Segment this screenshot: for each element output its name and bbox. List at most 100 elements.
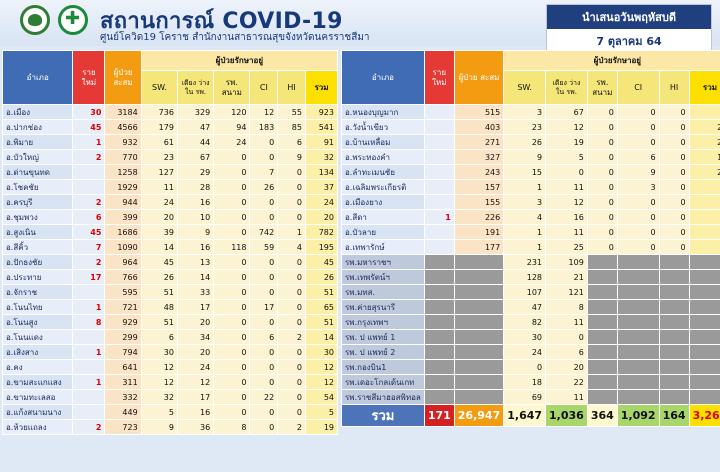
- col-total-header: รวม: [304, 70, 339, 105]
- district-name: อ.ปากช่อง: [1, 119, 74, 135]
- hospital-name: รพ.กองบิน1: [341, 359, 425, 375]
- ci-empty: [616, 359, 660, 375]
- vacant-beds: 11: [545, 179, 588, 195]
- totals-row: รวม 171 26,947 1,647 1,036 364 1,092 164…: [341, 404, 720, 427]
- ci-count: 0: [249, 284, 279, 300]
- table-row: อ.เสิงสาง 1 794 30 20 0 0 0 30: [1, 344, 339, 360]
- district-name: อ.บ้านเหลื่อม: [341, 134, 425, 150]
- table-row: อ.ชุมพวง 6 399 20 10 0 0 0 20: [1, 209, 339, 225]
- ci-count: 0: [616, 119, 660, 135]
- accumulated-empty: [453, 389, 505, 405]
- new-cases: 2: [72, 419, 106, 435]
- field-hospital-count: 0: [586, 119, 618, 135]
- hospital-name: รพ. ป แพทย์ 2: [341, 344, 425, 360]
- field-hospital-count: 0: [586, 179, 618, 195]
- accumulated-cases: 4566: [104, 119, 142, 135]
- hi-count: 4: [277, 239, 306, 255]
- hi-count: 0: [658, 194, 690, 210]
- field-hospital-count: 0: [213, 284, 251, 300]
- vacant-beds: 47: [176, 119, 215, 135]
- accumulated-empty: [453, 359, 505, 375]
- new-cases: 6: [72, 209, 106, 225]
- field-hospital-count: 0: [213, 314, 251, 330]
- row-total: 20: [304, 209, 339, 225]
- col-sw-header: SW.: [503, 70, 547, 105]
- new-cases-empty: [423, 269, 455, 285]
- new-cases-empty: [423, 299, 455, 315]
- new-cases: [423, 194, 455, 210]
- row-total: 12: [304, 374, 339, 390]
- hi-count: 0: [658, 224, 690, 240]
- hi-count: 0: [658, 119, 690, 135]
- hi-count: 0: [658, 134, 690, 150]
- table-row: อ.หนองบุญมาก5153670003: [341, 104, 720, 120]
- new-cases-empty: [423, 314, 455, 330]
- field-hospital-count: 94: [213, 119, 251, 135]
- accumulated-empty: [453, 299, 505, 315]
- field-hospital-count: 0: [213, 404, 251, 420]
- sw-count: 23: [140, 149, 178, 165]
- vacant-beds: 16: [176, 239, 215, 255]
- sw-count: 6: [140, 329, 178, 345]
- district-name: อ.เมืองยาง: [341, 194, 425, 210]
- ci-count: 0: [249, 374, 279, 390]
- vacant-beds: 109: [545, 254, 588, 270]
- hospital-name: รพ.มหาราชฯ: [341, 254, 425, 270]
- field-hospital-count: 0: [586, 104, 618, 120]
- col-ci-header: CI: [616, 70, 660, 105]
- sw-count: 51: [140, 284, 178, 300]
- accumulated-cases: 794: [104, 344, 142, 360]
- ci-count: 6: [249, 329, 279, 345]
- accumulated-cases: 271: [453, 134, 505, 150]
- new-cases: [72, 404, 106, 420]
- vacant-beds: 24: [176, 359, 215, 375]
- table-row: อ.จักราช 595 51 33 0 0 0 51: [1, 284, 339, 300]
- district-name: อ.คง: [1, 359, 74, 375]
- table-row: อ.วังน้ำเขียว403231200023: [341, 119, 720, 135]
- hi-count: 9: [277, 149, 306, 165]
- ci-empty: [616, 344, 660, 360]
- district-name: อ.ลำทะเมนชัย: [341, 164, 425, 180]
- total-empty: [688, 359, 720, 375]
- new-cases: [423, 104, 455, 120]
- vacant-beds: 5: [545, 149, 588, 165]
- accumulated-empty: [453, 254, 505, 270]
- col-district-header: อำเภอ: [341, 50, 425, 105]
- sw-count: 51: [140, 314, 178, 330]
- district-name: อ.โนนไทย: [1, 299, 74, 315]
- hi-count: 0: [658, 104, 690, 120]
- new-cases: 30: [72, 104, 106, 120]
- table-row: อ.ขามทะเลสอ 332 32 17 0 22 0 54: [1, 389, 339, 405]
- ci-empty: [616, 299, 660, 315]
- sw-count: 4: [503, 209, 547, 225]
- col-vacant-header: เตียง ว่าง ใน รพ.: [545, 70, 588, 105]
- accumulated-empty: [453, 314, 505, 330]
- table-row: อ.แก้งสนามนาง 449 5 16 0 0 0 5: [1, 404, 339, 420]
- table-row: อ.เทพารักษ์1771250001: [341, 239, 720, 255]
- row-total: 541: [304, 119, 339, 135]
- sw-count: 69: [503, 389, 547, 405]
- sw-count: 231: [503, 254, 547, 270]
- sw-count: 128: [503, 269, 547, 285]
- field-hospital-count: 0: [586, 164, 618, 180]
- sw-count: 30: [503, 329, 547, 345]
- vacant-beds: 8: [545, 299, 588, 315]
- ci-count: 0: [249, 359, 279, 375]
- hospital-row: รพ. ป แพทย์ 1 30 0: [341, 329, 720, 345]
- hi-count: 0: [658, 149, 690, 165]
- ci-empty: [616, 329, 660, 345]
- field-hospital-count: 0: [213, 359, 251, 375]
- new-cases: 2: [72, 149, 106, 165]
- totals-ci: 1,092: [616, 404, 660, 427]
- vacant-beds: 13: [176, 254, 215, 270]
- field-hospital-count: 0: [213, 224, 251, 240]
- hi-empty: [658, 374, 690, 390]
- district-name: อ.ด่านขุนทด: [1, 164, 74, 180]
- hospital-row: รพ.ค่ายสุรนารี 47 8: [341, 299, 720, 315]
- accumulated-cases: 327: [453, 149, 505, 165]
- field-hospital-count: 0: [586, 209, 618, 225]
- col-accum-header: ผู้ป่วย สะสม: [453, 50, 505, 105]
- table-row: อ.ขามสะแกแสง 1 311 12 12 0 0 0 12: [1, 374, 339, 390]
- district-name: อ.ประทาย: [1, 269, 74, 285]
- accumulated-cases: 770: [104, 149, 142, 165]
